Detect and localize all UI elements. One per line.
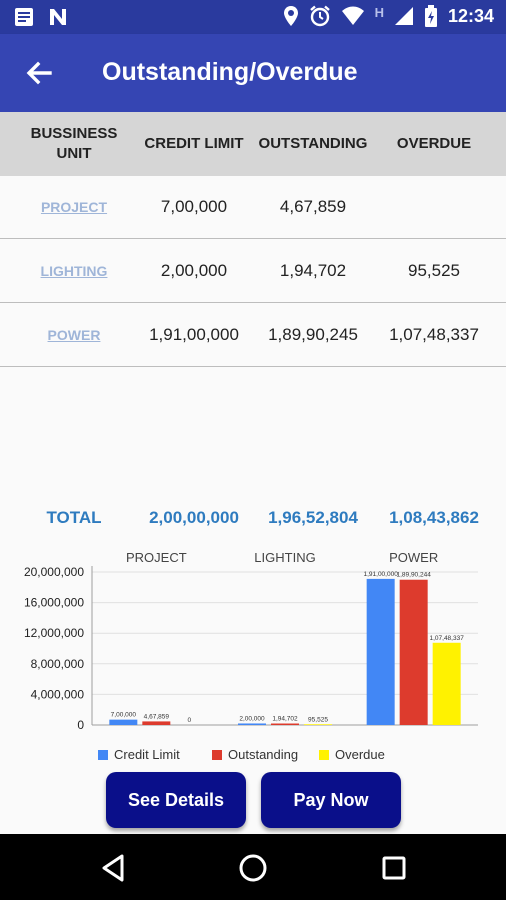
- legend-label: Overdue: [335, 747, 385, 762]
- home-circle-icon[interactable]: [235, 850, 271, 886]
- category-label: PROJECT: [126, 550, 187, 565]
- cell-credit-limit: 1,91,00,000: [149, 325, 239, 344]
- table-row: LIGHTING 2,00,000 1,94,702 95,525: [0, 240, 506, 303]
- bar-chart: 0 4,000,000 8,000,000 12,000,000 16,000,000 2…: [24, 550, 478, 762]
- header-outstanding: OUTSTANDING: [258, 135, 368, 152]
- status-bar: H 12:34: [0, 0, 506, 34]
- bar: [304, 724, 332, 725]
- bar: [109, 719, 138, 725]
- app-bar: Outstanding/Overdue: [0, 34, 506, 112]
- navigation-bar: [0, 834, 506, 900]
- unit-link-project[interactable]: PROJECT: [40, 199, 108, 215]
- cell-overdue: [380, 176, 488, 238]
- unit-link-lighting[interactable]: LIGHTING: [40, 263, 108, 279]
- category-label: LIGHTING: [254, 550, 315, 565]
- pay-now-button[interactable]: Pay Now: [261, 772, 401, 828]
- bar-value-label: 1,94,702: [272, 716, 298, 723]
- total-label: TOTAL: [46, 508, 102, 527]
- legend-label: Outstanding: [228, 747, 298, 762]
- bar-value-label: 7,00,000: [111, 712, 137, 719]
- bar: [432, 642, 461, 725]
- cell-credit-limit: 7,00,000: [160, 197, 228, 216]
- bar: [271, 723, 299, 725]
- arrow-left-icon[interactable]: [22, 58, 56, 88]
- location-icon: [283, 6, 298, 26]
- bar-value-label: 1,89,90,244: [396, 572, 431, 579]
- wifi-icon: [341, 6, 364, 25]
- cell-credit-limit: 2,00,000: [160, 261, 228, 280]
- recents-square-icon[interactable]: [376, 850, 412, 886]
- total-overdue: 1,08,43,862: [389, 508, 479, 527]
- unit-link-power[interactable]: POWER: [47, 327, 101, 343]
- legend-label: Credit Limit: [114, 747, 180, 762]
- bar-value-label: 1,07,48,337: [429, 635, 464, 642]
- legend-swatch: [319, 750, 329, 760]
- cell-outstanding: 1,94,702: [279, 261, 347, 280]
- header-business-unit: BUSSINESS UNIT: [30, 125, 118, 162]
- y-tick-label: 16,000,000: [24, 596, 84, 610]
- bar: [142, 721, 171, 725]
- bar: [238, 723, 266, 725]
- battery-icon: [424, 5, 437, 27]
- table-header: BUSSINESS UNIT CREDIT LIMIT OUTSTANDING …: [0, 112, 506, 176]
- bar-value-label: 1,91,00,000: [363, 571, 398, 578]
- y-tick-label: 8,000,000: [31, 657, 85, 671]
- bar-value-label: 2,00,000: [239, 715, 265, 722]
- status-time: 12:34: [447, 5, 494, 26]
- total-credit-limit: 2,00,00,000: [149, 508, 239, 527]
- total-outstanding: 1,96,52,804: [268, 508, 358, 527]
- notes-icon: [15, 8, 33, 26]
- bar-value-label: 4,67,859: [144, 713, 170, 720]
- y-tick-label: 12,000,000: [24, 626, 84, 640]
- signal-icon: [394, 7, 413, 25]
- n-app-icon: [50, 9, 66, 25]
- bar: [366, 578, 395, 725]
- cell-outstanding: 1,89,90,245: [268, 325, 358, 344]
- legend-swatch: [98, 750, 108, 760]
- see-details-button[interactable]: See Details: [106, 772, 246, 828]
- header-credit-limit: CREDIT LIMIT: [144, 135, 244, 152]
- h-network-indicator: H: [374, 4, 384, 20]
- cell-overdue: 95,525: [408, 261, 460, 280]
- category-label: POWER: [389, 550, 438, 565]
- back-triangle-icon[interactable]: [96, 850, 132, 886]
- bar-value-label: 0: [188, 717, 192, 724]
- y-tick-label: 4,000,000: [31, 687, 85, 701]
- bar: [399, 579, 428, 725]
- cell-outstanding: 4,67,859: [279, 197, 347, 216]
- y-tick-label: 0: [77, 718, 84, 732]
- table-row: POWER 1,91,00,000 1,89,90,245 1,07,48,33…: [0, 304, 506, 367]
- header-overdue: OVERDUE: [396, 135, 472, 152]
- bar-value-label: 95,525: [308, 716, 328, 723]
- table-row: PROJECT 7,00,000 4,67,859: [0, 176, 506, 239]
- alarm-icon: [309, 5, 330, 27]
- cell-overdue: 1,07,48,337: [389, 325, 479, 344]
- page-title: Outstanding/Overdue: [102, 58, 358, 86]
- y-tick-label: 20,000,000: [24, 565, 84, 579]
- legend-swatch: [212, 750, 222, 760]
- totals-row: TOTAL 2,00,00,000 1,96,52,804 1,08,43,86…: [0, 500, 506, 536]
